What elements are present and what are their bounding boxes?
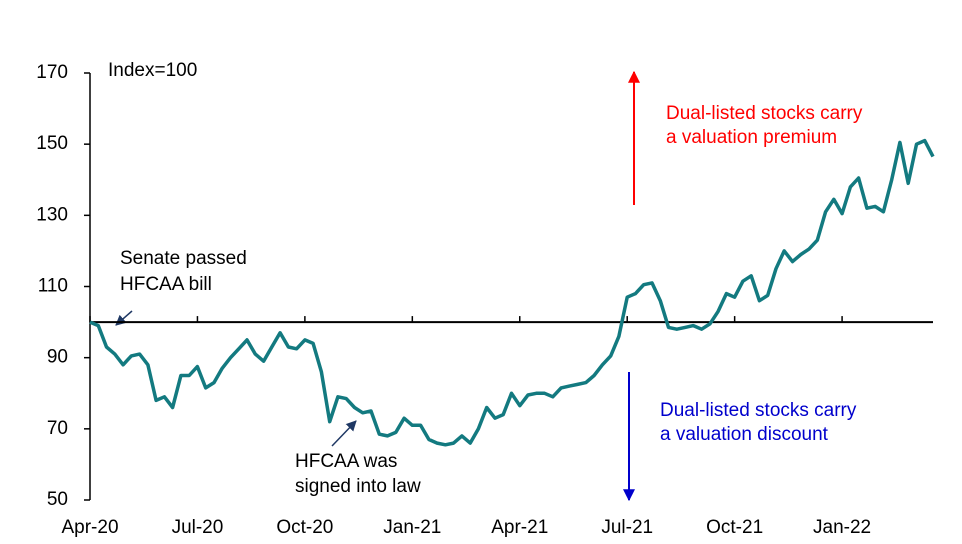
annotation: a valuation discount [660,424,829,445]
x-tick-label: Jul-20 [172,517,224,538]
y-tick-label: 90 [47,347,68,368]
annotation: HFCAA was [295,451,397,472]
annotation: Dual-listed stocks carry [666,103,863,124]
arrow [331,420,357,447]
annotation: Senate passed [120,248,247,269]
y-tick-label: 170 [36,62,68,83]
annotation: a valuation premium [666,127,837,148]
x-tick-label: Oct-20 [276,517,333,538]
x-tick-label: Jul-21 [601,517,653,538]
y-tick-label: 130 [36,204,68,225]
x-tick-label: Jan-22 [813,517,871,538]
y-tick-label: 50 [47,489,68,510]
annotation: Dual-listed stocks carry [660,400,857,421]
y-tick-label: 150 [36,133,68,154]
x-tick-label: Apr-20 [61,517,118,538]
data-line [89,138,935,447]
x-tick-label: Jan-21 [383,517,441,538]
y-tick-label: 70 [47,418,68,439]
annotation: signed into law [295,476,421,497]
x-tick-label: Oct-21 [706,517,763,538]
x-tick-label: Apr-21 [491,517,548,538]
axis-label: Index=100 [108,60,197,81]
y-tick-label: 110 [38,276,68,297]
annotation: HFCAA bill [120,274,212,295]
